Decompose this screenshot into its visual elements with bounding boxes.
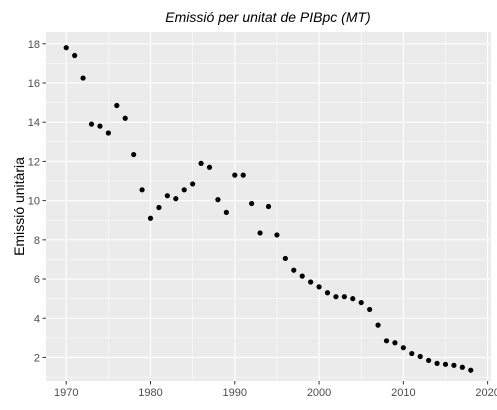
data-point	[442, 361, 449, 367]
data-point	[367, 306, 373, 313]
data-point	[63, 45, 69, 51]
data-point	[426, 357, 432, 364]
data-point	[122, 115, 128, 121]
data-point	[232, 172, 238, 178]
data-point	[383, 338, 390, 344]
data-point	[451, 362, 457, 368]
data-point	[206, 164, 213, 170]
data-point	[468, 367, 474, 373]
data-point	[417, 353, 423, 360]
data-point	[131, 151, 137, 158]
data-point	[215, 197, 221, 203]
data-point	[358, 299, 364, 306]
grid-lines	[46, 32, 491, 381]
y-tick-label: 10	[28, 196, 40, 208]
data-point	[147, 215, 154, 221]
data-point	[299, 273, 305, 279]
y-tick-label: 14	[28, 117, 40, 129]
data-point	[249, 200, 255, 207]
data-point	[459, 364, 465, 370]
data-point	[190, 181, 196, 187]
y-tick-label: 16	[28, 78, 40, 90]
data-point	[409, 350, 415, 357]
x-tick-label: 1970	[54, 387, 78, 399]
x-tick-label: 2020	[475, 387, 497, 399]
data-point	[198, 160, 204, 166]
data-point	[392, 340, 398, 346]
data-point	[341, 294, 347, 300]
data-point	[164, 193, 170, 199]
data-point	[240, 172, 246, 178]
data-points	[63, 45, 474, 373]
data-point	[114, 102, 120, 109]
data-point	[223, 209, 229, 215]
data-point	[88, 121, 95, 127]
data-point	[181, 187, 187, 193]
x-tick-label: 1980	[138, 387, 162, 399]
y-tick-label: 18	[28, 39, 40, 51]
data-point	[72, 52, 78, 59]
x-tick-label: 2010	[391, 387, 415, 399]
y-axis-title: Emissió unitària	[11, 157, 27, 256]
data-point	[350, 296, 356, 302]
data-point	[400, 345, 406, 351]
data-point	[80, 75, 86, 81]
data-point	[97, 123, 103, 129]
data-point	[375, 322, 381, 328]
data-point	[265, 203, 272, 210]
data-point	[274, 232, 280, 238]
x-axis: 1970 1980 1990 2000 2010 2020	[54, 381, 497, 399]
x-tick-label: 1990	[223, 387, 247, 399]
data-point	[324, 290, 331, 296]
y-tick-label: 8	[34, 235, 40, 247]
data-point	[257, 230, 263, 236]
y-tick-label: 2	[34, 352, 40, 364]
data-point	[308, 279, 314, 285]
data-point	[434, 360, 440, 366]
data-point	[173, 196, 179, 202]
data-point	[105, 130, 111, 136]
y-tick-label: 6	[34, 274, 40, 286]
x-tick-label: 2000	[307, 387, 331, 399]
data-point	[139, 187, 145, 193]
data-point	[282, 255, 288, 262]
data-point	[291, 267, 297, 273]
data-point	[156, 204, 162, 211]
chart-title: Emissió per unitat de PIBpc (MT)	[165, 9, 370, 25]
data-point	[333, 294, 339, 300]
y-tick-label: 4	[34, 313, 40, 325]
y-axis: 2 4 6 8 10 12 14 16 18	[28, 39, 46, 364]
data-point	[316, 284, 322, 290]
y-tick-label: 12	[28, 156, 40, 168]
